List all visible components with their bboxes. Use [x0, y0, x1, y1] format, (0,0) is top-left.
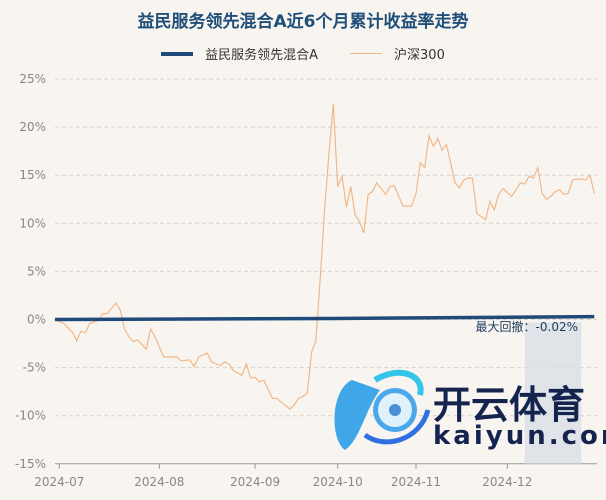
- y-tick-label: -5%: [23, 361, 46, 375]
- series-line-csi300: [54, 103, 595, 410]
- x-axis: 2024-07 2024-08 2024-09 2024-10 2024-11 2024-…: [34, 463, 597, 489]
- legend: 益民服务领先混合A 沪深300: [0, 44, 606, 63]
- y-tick-label: 15%: [19, 168, 46, 182]
- x-tick-label: 2024-08: [134, 475, 184, 489]
- y-tick-label: -10%: [15, 409, 46, 423]
- legend-swatch-fund: [161, 51, 194, 56]
- y-tick-label: 20%: [19, 120, 46, 134]
- logo-domain: kaiyun.com: [433, 421, 606, 451]
- y-tick-label: -15%: [15, 457, 46, 471]
- legend-item-index[interactable]: 沪深300: [350, 44, 445, 63]
- legend-item-fund[interactable]: 益民服务领先混合A: [161, 44, 318, 63]
- y-tick-label: 10%: [19, 216, 46, 230]
- x-tick-label: 2024-10: [313, 475, 363, 489]
- legend-swatch-index: [350, 53, 383, 54]
- y-axis: 25% 20% 15% 10% 5% 0% -5% -10% -15%: [15, 72, 46, 471]
- y-tick-label: 25%: [19, 72, 46, 86]
- series-line-fund: [54, 314, 595, 322]
- x-tick-label: 2024-11: [391, 475, 441, 489]
- x-tick-label: 2024-12: [482, 475, 532, 489]
- x-tick-label: 2024-07: [34, 475, 84, 489]
- chart-title: 益民服务领先混合A近6个月累计收益率走势: [137, 12, 469, 32]
- y-tick-label: 5%: [27, 264, 46, 278]
- legend-label-index: 沪深300: [394, 48, 445, 63]
- max-drawdown-label: 最大回撤：-0.02%: [476, 319, 578, 334]
- drawdown-band: [524, 322, 582, 464]
- legend-label-fund: 益民服务领先混合A: [205, 48, 319, 63]
- kaiyun-logo: 开云体育 kaiyun.com: [334, 369, 606, 451]
- x-tick-label: 2024-09: [230, 475, 280, 489]
- y-tick-label: 0%: [27, 313, 46, 327]
- grid: [55, 78, 597, 417]
- logo-name: 开云体育: [433, 383, 585, 427]
